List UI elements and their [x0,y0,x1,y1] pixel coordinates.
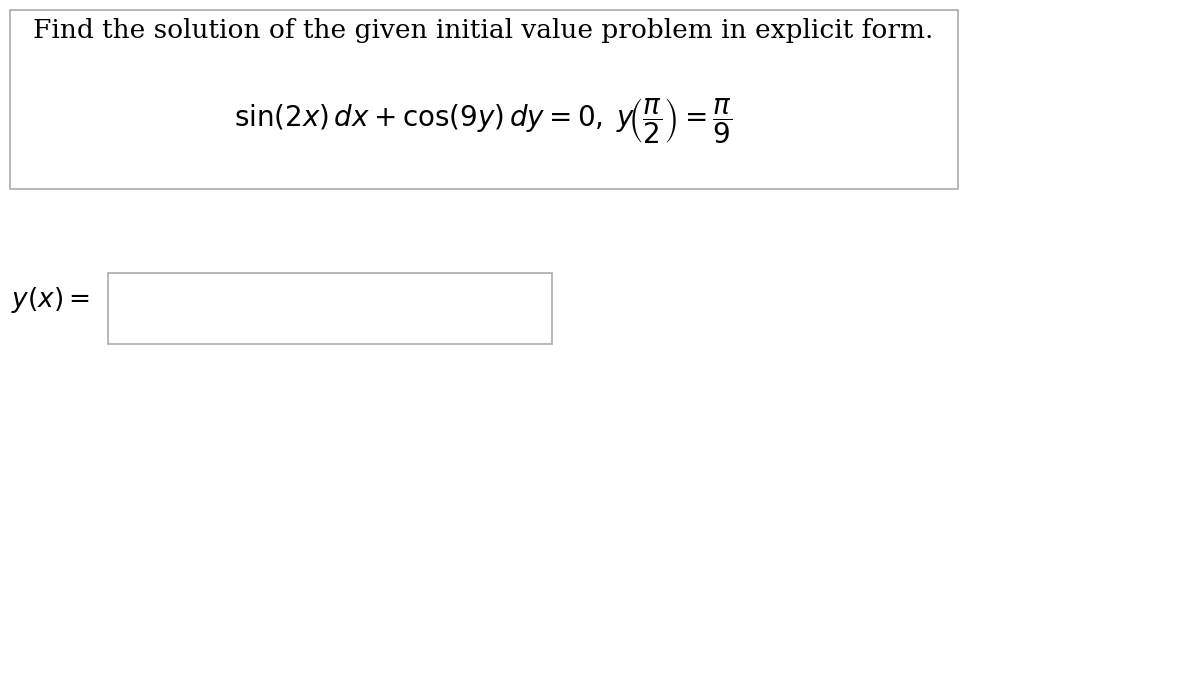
Text: Find the solution of the given initial value problem in explicit form.: Find the solution of the given initial v… [34,18,934,43]
FancyBboxPatch shape [10,10,958,189]
Text: $y(x) =$: $y(x) =$ [11,286,90,315]
Text: $\sin(2x)\,dx + \cos(9y)\,dy = 0, \; y\!\left(\dfrac{\pi}{2}\right) = \dfrac{\pi: $\sin(2x)\,dx + \cos(9y)\,dy = 0, \; y\!… [234,96,733,146]
FancyBboxPatch shape [108,273,552,344]
